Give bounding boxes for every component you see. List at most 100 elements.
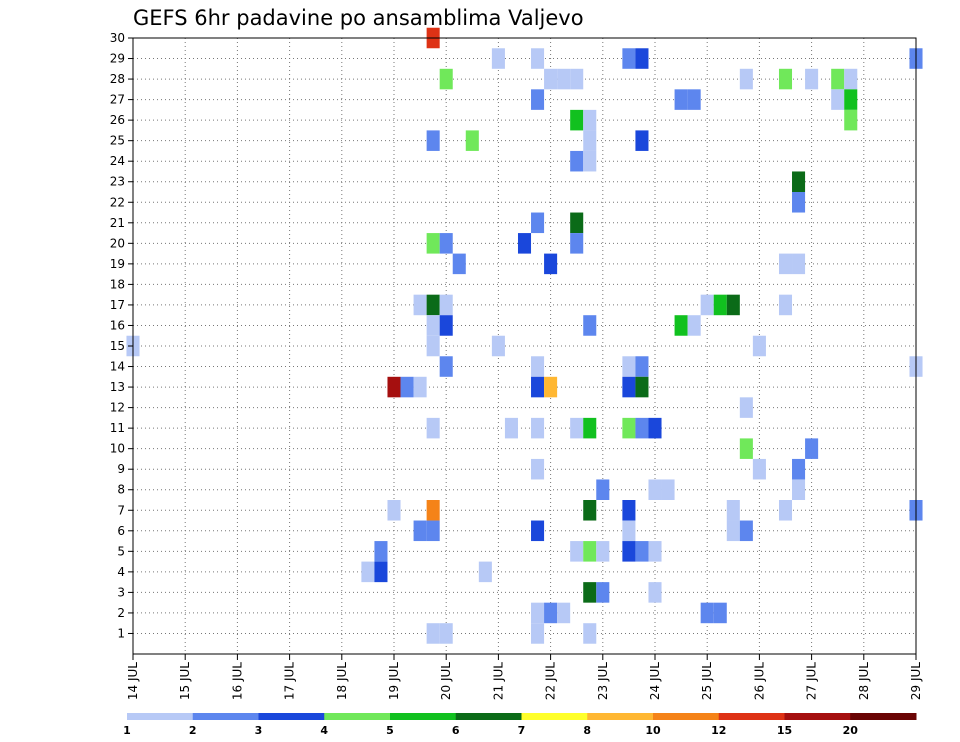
heatmap-cell: [622, 520, 636, 542]
heatmap-cell: [531, 602, 545, 624]
heatmap-cell: [531, 520, 545, 542]
heatmap-cell: [439, 294, 453, 316]
heatmap-cell: [778, 253, 793, 275]
heatmap-cell: [687, 89, 701, 110]
heatmap-cell: [491, 335, 505, 357]
heatmap-cell: [635, 356, 649, 377]
colorbar-swatch: [587, 713, 654, 720]
heatmap-cell: [805, 68, 819, 90]
x-tick-label: 18 JUL: [335, 662, 349, 700]
heatmap-cell: [374, 561, 388, 583]
heatmap-cell: [426, 315, 440, 336]
colorbar-label: 6: [452, 724, 460, 737]
heatmap-cell: [739, 68, 753, 90]
heatmap-cell: [452, 253, 466, 275]
heatmap-cell: [622, 356, 636, 377]
colorbar-swatch: [258, 713, 325, 720]
y-tick-label: 29: [110, 52, 125, 66]
heatmap-cell: [504, 417, 518, 439]
y-tick-label: 16: [110, 318, 125, 332]
heatmap-cell: [491, 48, 505, 69]
heatmap-cell: [596, 541, 610, 562]
heatmap-cell: [531, 212, 545, 234]
y-tick-label: 26: [110, 113, 125, 127]
heatmap-cell: [531, 376, 545, 398]
heatmap-cell: [596, 479, 610, 500]
heatmap-cell: [700, 602, 714, 624]
heatmap-cell: [465, 130, 479, 151]
heatmap-cell: [778, 500, 793, 521]
heatmap-cell: [583, 500, 597, 521]
heatmap-cell: [439, 315, 453, 336]
x-tick-label: 15 JUL: [178, 662, 192, 700]
heatmap-cell: [622, 500, 636, 521]
x-tick-label: 16 JUL: [230, 662, 244, 700]
heatmap-cell: [531, 89, 545, 110]
heatmap-cell: [805, 438, 819, 459]
colorbar-label: 2: [189, 724, 197, 737]
heatmap-cell: [583, 109, 597, 131]
heatmap-cell: [544, 376, 558, 398]
colorbar-label: 8: [583, 724, 591, 737]
colorbar: 1 2 3 4 5 6 7 8 10 12 15 20: [123, 713, 917, 737]
heatmap-cell: [648, 582, 662, 603]
heatmap-cell: [622, 417, 636, 439]
heatmap-cell: [478, 561, 492, 583]
heatmap-cell: [387, 376, 401, 398]
heatmap-cell: [739, 438, 753, 459]
heatmap-cell: [622, 376, 636, 398]
heatmap-cell: [374, 541, 388, 562]
heatmap-cell: [635, 417, 649, 439]
heatmap-cell: [792, 253, 806, 275]
colorbar-swatch: [455, 713, 522, 720]
heatmap-cell: [687, 315, 701, 336]
heatmap-cell: [400, 376, 414, 398]
y-tick-label: 4: [117, 565, 125, 579]
colorbar-label: 5: [386, 724, 394, 737]
colorbar-swatch: [192, 713, 259, 720]
colorbar-label: 7: [518, 724, 526, 737]
x-axis: 14 JUL 15 JUL 16 JUL 17 JUL 18 JUL 19 JUL 20 J…: [126, 654, 923, 700]
y-tick-label: 12: [110, 401, 125, 415]
heatmap-cell: [635, 130, 649, 151]
colorbar-label: 1: [123, 724, 131, 737]
heatmap-cell: [426, 520, 440, 542]
y-tick-label: 3: [117, 585, 125, 599]
colorbar-label: 4: [320, 724, 328, 737]
colorbar-swatch: [718, 713, 785, 720]
heatmap-cell: [570, 233, 584, 254]
y-tick-label: 25: [110, 134, 125, 148]
heatmap-cell: [531, 623, 545, 644]
heatmap-cell: [844, 68, 858, 90]
heatmap-cell: [700, 294, 714, 316]
grid-lines: [133, 38, 916, 654]
y-tick-label: 15: [110, 339, 125, 353]
heatmap-cell: [583, 315, 597, 336]
x-tick-label: 19 JUL: [387, 662, 401, 700]
y-tick-label: 9: [117, 462, 125, 476]
y-tick-label: 14: [110, 360, 125, 374]
heatmap-cell: [739, 520, 753, 542]
heatmap-cell: [844, 109, 858, 131]
heatmap-cell: [426, 335, 440, 357]
x-tick-label: 14 JUL: [126, 662, 140, 700]
heatmap-cell: [792, 458, 806, 480]
y-tick-label: 24: [110, 154, 125, 168]
heatmap-cell: [674, 315, 688, 336]
x-tick-label: 27 JUL: [805, 662, 819, 700]
heatmap-cell: [439, 623, 453, 644]
x-tick-label: 20 JUL: [439, 662, 453, 700]
heatmap-cell: [635, 48, 649, 69]
heatmap-cell: [531, 356, 545, 377]
heatmap-cell: [583, 541, 597, 562]
x-tick-label: 24 JUL: [648, 662, 662, 700]
y-tick-label: 2: [117, 606, 125, 620]
y-tick-label: 28: [110, 72, 125, 86]
x-tick-label: 26 JUL: [752, 662, 766, 700]
heatmap-cell: [583, 130, 597, 151]
heatmap-cell: [713, 602, 727, 624]
heatmap-cell: [544, 68, 558, 90]
colorbar-label: 12: [711, 724, 726, 737]
heatmap-cell: [648, 541, 662, 562]
heatmap-cell: [726, 520, 740, 542]
